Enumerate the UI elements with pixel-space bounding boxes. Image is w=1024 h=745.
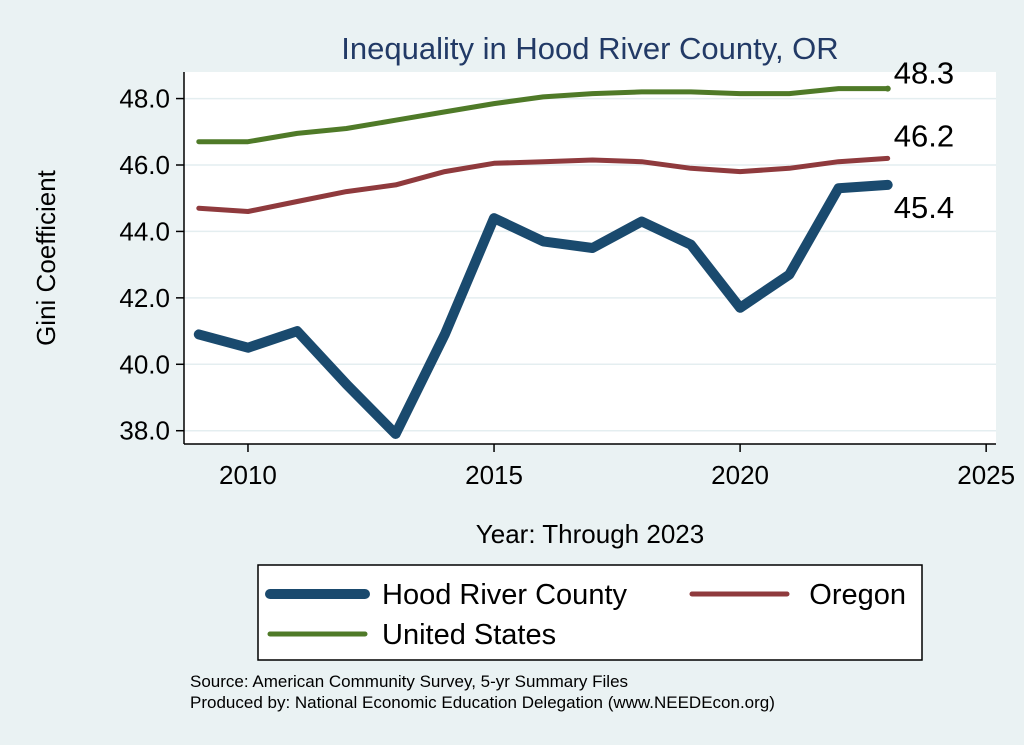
y-axis-title: Gini Coefficient: [31, 169, 61, 346]
plot-area: [184, 72, 996, 444]
y-tick-label: 44.0: [119, 216, 170, 246]
x-tick-label: 2025: [957, 460, 1015, 490]
series-line-united-states: [196, 86, 891, 145]
x-tick-label: 2010: [219, 460, 277, 490]
legend-box: [257, 564, 923, 661]
end-label-oregon: 46.2: [894, 118, 954, 153]
y-tick-label: 42.0: [119, 283, 170, 313]
legend-label: Oregon: [809, 579, 906, 611]
series-line-oregon: [196, 155, 891, 214]
legend-label: Hood River County: [382, 579, 627, 611]
x-tick-label: 2015: [465, 460, 523, 490]
series-lines: [193, 85, 893, 439]
x-axis-title: Year: Through 2023: [476, 519, 704, 549]
series-line-hood-river-county: [193, 179, 893, 439]
y-tick-label: 48.0: [119, 84, 170, 114]
y-tick-label: 38.0: [119, 416, 170, 446]
y-tick-label: 46.0: [119, 150, 170, 180]
legend: Hood River County Oregon United States: [257, 564, 923, 661]
us-end-point: [884, 85, 891, 92]
x-tick-label: 2020: [711, 460, 769, 490]
chart-title: Inequality in Hood River County, OR: [341, 31, 838, 66]
producer-note: Produced by: National Economic Education…: [190, 693, 775, 712]
grid-lines: [184, 97, 996, 432]
end-label-united-states: 48.3: [894, 56, 954, 91]
end-labels: 45.4 46.2 48.3: [894, 56, 954, 225]
end-label-hood-river-county: 45.4: [894, 190, 954, 225]
legend-label: United States: [382, 619, 556, 651]
source-note: Source: American Community Survey, 5-yr …: [190, 672, 628, 691]
axes: 38.0 40.0 42.0 44.0 46.0 48.0 2010 2015 2020 2025: [119, 72, 1015, 490]
y-tick-label: 40.0: [119, 349, 170, 379]
